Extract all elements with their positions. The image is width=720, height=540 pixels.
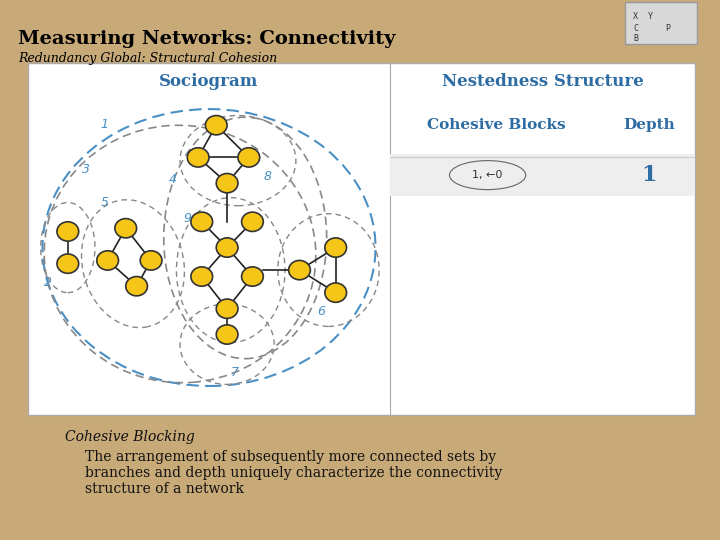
Text: 1, ←0: 1, ←0 (472, 170, 503, 180)
Text: The arrangement of subsequently more connected sets by
branches and depth unique: The arrangement of subsequently more con… (85, 450, 503, 496)
Circle shape (242, 212, 264, 232)
Circle shape (242, 267, 264, 286)
Circle shape (57, 254, 78, 273)
Text: Cohesive Blocking: Cohesive Blocking (65, 430, 194, 444)
Text: Sociogram: Sociogram (159, 72, 258, 90)
Circle shape (216, 325, 238, 344)
Text: Measuring Networks: Connectivity: Measuring Networks: Connectivity (18, 30, 395, 48)
Text: 5: 5 (100, 195, 109, 208)
Circle shape (325, 238, 346, 257)
Text: 8: 8 (264, 170, 271, 183)
Text: P: P (665, 24, 670, 33)
Text: 9: 9 (184, 212, 192, 225)
Circle shape (140, 251, 162, 270)
Text: B: B (633, 34, 638, 43)
Text: Cohesive Blocks: Cohesive Blocks (428, 118, 566, 132)
Text: 3: 3 (82, 164, 90, 177)
Circle shape (187, 148, 209, 167)
Text: Nestedness Structure: Nestedness Structure (441, 72, 644, 90)
Text: 1: 1 (642, 164, 657, 186)
Text: 6: 6 (318, 305, 325, 318)
Text: Redundancy Global: Structural Cohesion: Redundancy Global: Structural Cohesion (18, 52, 277, 65)
Circle shape (238, 148, 260, 167)
Circle shape (216, 173, 238, 193)
Text: C: C (633, 24, 638, 33)
Circle shape (216, 299, 238, 319)
Circle shape (205, 116, 227, 135)
FancyBboxPatch shape (28, 63, 695, 415)
Circle shape (191, 267, 212, 286)
FancyBboxPatch shape (390, 154, 695, 196)
Text: X  Y: X Y (633, 12, 653, 21)
Circle shape (115, 219, 137, 238)
Circle shape (216, 238, 238, 257)
Circle shape (325, 283, 346, 302)
Circle shape (96, 251, 119, 270)
Text: 4: 4 (169, 173, 177, 186)
Text: 7: 7 (230, 366, 239, 380)
Text: 2: 2 (45, 276, 53, 289)
Circle shape (191, 212, 212, 232)
FancyBboxPatch shape (625, 2, 697, 44)
Text: Depth: Depth (624, 118, 675, 132)
Circle shape (289, 260, 310, 280)
Circle shape (57, 222, 78, 241)
Circle shape (126, 276, 148, 296)
Text: 1: 1 (100, 118, 109, 131)
